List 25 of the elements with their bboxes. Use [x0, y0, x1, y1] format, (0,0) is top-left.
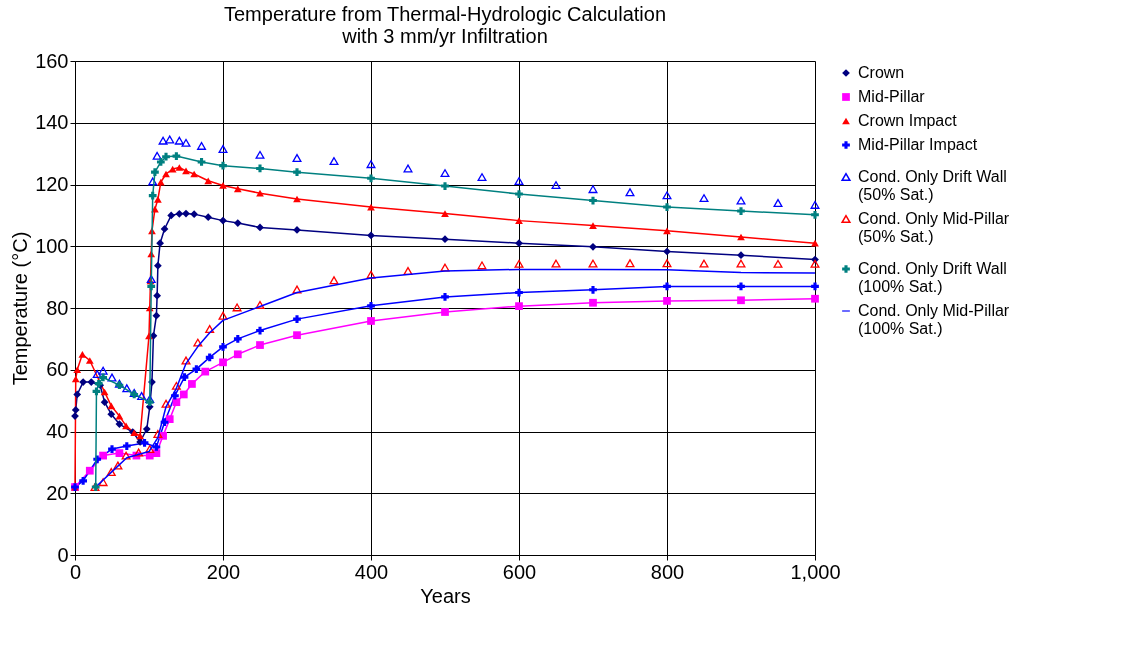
y-tick-label: 100 — [35, 234, 69, 257]
x-tick-label: 200 — [206, 560, 241, 583]
chart-title: Temperature from Thermal-Hydrologic Calculation with 3 mm/yr Infiltration — [223, 3, 667, 47]
legend-label: Crown — [858, 64, 905, 81]
y-tick-label: 160 — [35, 49, 69, 72]
y-tick-label: 120 — [35, 173, 69, 195]
x-axis-title: Years — [420, 584, 471, 607]
legend-label: Mid-Pillar Impact — [858, 136, 978, 153]
x-tick-label: 600 — [502, 560, 537, 583]
y-tick-label: 20 — [46, 481, 69, 504]
x-tick-label: 400 — [354, 560, 389, 583]
y-tick-label: 60 — [46, 358, 69, 381]
y-tick-label: 0 — [57, 543, 69, 566]
legend-label: Cond. Only Mid-Pillar (100% Sat.) — [858, 302, 1010, 337]
legend-label: Cond. Only Mid-Pillar (50% Sat.) — [858, 210, 1010, 245]
x-tick-label: 800 — [650, 560, 685, 583]
y-tick-label: 40 — [46, 420, 69, 442]
y-tick-label: 80 — [46, 296, 69, 319]
x-tick-label: 1,000 — [790, 560, 841, 583]
legend-label: Cond. Only Drift Wall (100% Sat.) — [858, 260, 1007, 295]
y-tick-label: 140 — [35, 111, 69, 134]
legend-label: Crown Impact — [858, 112, 958, 129]
y-axis-title: Temperature (°C) — [9, 231, 32, 386]
legend-label: Cond. Only Drift Wall (50% Sat.) — [858, 168, 1007, 203]
legend-label: Mid-Pillar — [858, 88, 926, 105]
